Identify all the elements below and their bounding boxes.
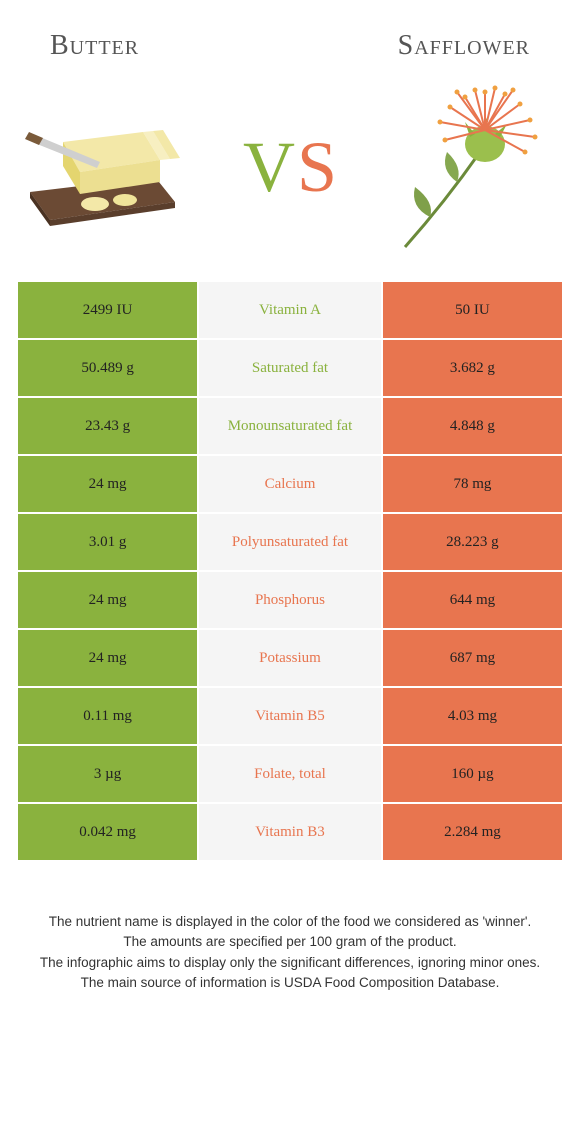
left-value: 0.11 mg [18,688,199,744]
table-row: 3 µgFolate, total160 µg [18,746,562,804]
left-value: 0.042 mg [18,804,199,860]
table-row: 3.01 gPolyunsaturated fat28.223 g [18,514,562,572]
right-value: 3.682 g [381,340,562,396]
comparison-table: 2499 IUVitamin A50 IU50.489 gSaturated f… [18,282,562,862]
table-row: 0.042 mgVitamin B32.284 mg [18,804,562,862]
butter-image [20,87,200,247]
footer-line-1: The nutrient name is displayed in the co… [24,912,556,932]
left-value: 23.43 g [18,398,199,454]
table-row: 2499 IUVitamin A50 IU [18,282,562,340]
left-value: 3 µg [18,746,199,802]
footer-line-2: The amounts are specified per 100 gram o… [24,932,556,952]
table-row: 24 mgCalcium78 mg [18,456,562,514]
right-value: 50 IU [381,282,562,338]
footer-line-3: The infographic aims to display only the… [24,953,556,973]
table-row: 24 mgPhosphorus644 mg [18,572,562,630]
right-value: 2.284 mg [381,804,562,860]
safflower-image [380,87,560,247]
title-left: Butter [50,30,139,62]
left-value: 2499 IU [18,282,199,338]
nutrient-name: Monounsaturated fat [199,398,381,454]
footer-notes: The nutrient name is displayed in the co… [0,862,580,1013]
right-value: 4.03 mg [381,688,562,744]
table-row: 23.43 gMonounsaturated fat4.848 g [18,398,562,456]
right-value: 644 mg [381,572,562,628]
nutrient-name: Folate, total [199,746,381,802]
nutrient-name: Vitamin A [199,282,381,338]
nutrient-name: Potassium [199,630,381,686]
nutrient-name: Saturated fat [199,340,381,396]
vs-v: V [243,131,295,203]
table-row: 50.489 gSaturated fat3.682 g [18,340,562,398]
right-value: 687 mg [381,630,562,686]
nutrient-name: Calcium [199,456,381,512]
left-value: 3.01 g [18,514,199,570]
images-row: V S [0,72,580,282]
right-value: 78 mg [381,456,562,512]
right-value: 160 µg [381,746,562,802]
left-value: 24 mg [18,456,199,512]
left-value: 24 mg [18,630,199,686]
vs-label: V S [243,131,337,203]
table-row: 24 mgPotassium687 mg [18,630,562,688]
left-value: 50.489 g [18,340,199,396]
nutrient-name: Polyunsaturated fat [199,514,381,570]
nutrient-name: Vitamin B3 [199,804,381,860]
header: Butter Safflower [0,0,580,72]
table-row: 0.11 mgVitamin B54.03 mg [18,688,562,746]
vs-s: S [297,131,337,203]
title-right: Safflower [398,30,530,62]
right-value: 4.848 g [381,398,562,454]
nutrient-name: Phosphorus [199,572,381,628]
right-value: 28.223 g [381,514,562,570]
footer-line-4: The main source of information is USDA F… [24,973,556,993]
left-value: 24 mg [18,572,199,628]
nutrient-name: Vitamin B5 [199,688,381,744]
